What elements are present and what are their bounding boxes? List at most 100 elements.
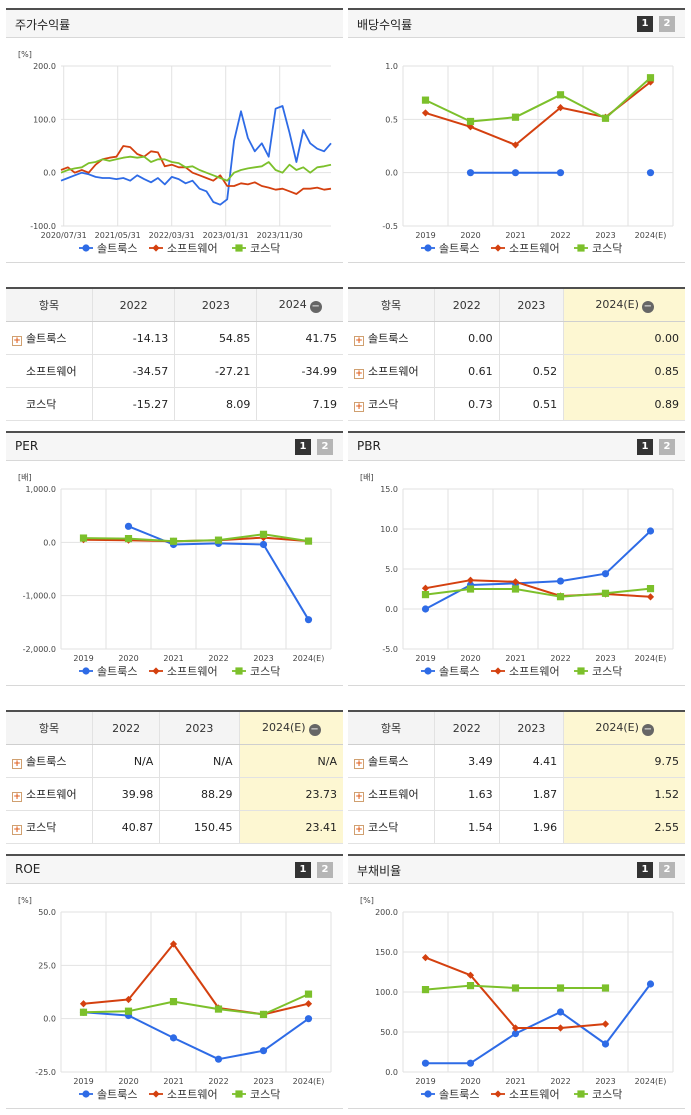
x-tick-label: 2023 [595, 231, 615, 240]
series-line [425, 579, 651, 598]
panel-header: 배당수익률 1 2 [348, 8, 685, 38]
period-button-2[interactable]: 2 [317, 862, 333, 878]
column-header-label: 항목 [38, 299, 60, 312]
expand-plus-icon[interactable]: + [354, 825, 364, 835]
column-header: 항목 [348, 710, 435, 745]
value-cell: 1.54 [434, 810, 500, 844]
data-point [556, 1024, 565, 1032]
value-cell: 1.63 [434, 777, 500, 811]
legend-label: 소프트웨어 [167, 1088, 218, 1101]
period-button-1[interactable]: 1 [637, 16, 653, 32]
unit-label: [%] [18, 896, 32, 905]
column-header: 항목 [6, 710, 93, 745]
legend-marker [424, 1090, 432, 1098]
roe-panel: ROE 1 2 50.0 25.0 0.0 -25.0 [%] 2019 2020 2021 2… [6, 854, 343, 1109]
table-row: 코스닥 -15.27 8.09 7.19 [6, 387, 343, 421]
value-cell: 0.73 [434, 387, 500, 421]
data-point [79, 1000, 88, 1008]
period-button-2[interactable]: 2 [659, 862, 675, 878]
period-button-1[interactable]: 1 [295, 439, 311, 455]
table-row: + 코스닥 1.54 1.96 2.55 [348, 810, 685, 844]
column-header-label: 2023 [517, 298, 546, 312]
chart-svg: 15.0 10.0 5.0 0.0 -5.0 [배] 2019 2020 2021 2022 202… [360, 473, 674, 678]
data-point [421, 584, 430, 592]
series-line [425, 956, 606, 1029]
value-cell: -15.27 [92, 387, 176, 421]
value-cell: -34.99 [256, 354, 343, 388]
data-point [556, 104, 565, 112]
row-name-label: 솔트룩스 [368, 755, 409, 768]
data-point [169, 940, 178, 948]
data-point [259, 1047, 268, 1055]
expand-plus-icon[interactable]: + [354, 336, 364, 346]
legend-marker [577, 667, 585, 675]
table-row: + 솔트룩스 3.49 4.41 9.75 [348, 744, 685, 778]
period-button-1[interactable]: 1 [295, 862, 311, 878]
x-tick-label: 2019 [73, 654, 93, 663]
legend-marker [82, 1090, 90, 1098]
per-panel: PER 1 2 1,000.0 0.0 -1,000.0 -2,000.0 [배] 201… [6, 431, 343, 686]
x-tick-label: 2023 [253, 654, 273, 663]
expand-plus-icon[interactable]: + [354, 792, 364, 802]
period-button-1[interactable]: 1 [637, 439, 653, 455]
period-button-2[interactable]: 2 [659, 16, 675, 32]
value-cell: 1.52 [563, 777, 685, 811]
legend-label: 소프트웨어 [167, 665, 218, 678]
x-tick-label: 2023/01/31 [203, 231, 249, 240]
value-cell: 1.96 [499, 810, 565, 844]
series-line [60, 145, 332, 195]
legend-marker [494, 667, 502, 675]
collapse-icon[interactable]: − [641, 723, 654, 736]
data-point [214, 1005, 223, 1013]
per-table: 항목 2022 2023 2024(E) − + 솔트룩스 N/A N/A N/A + 소프트웨어 39… [6, 710, 343, 844]
period-button-1[interactable]: 1 [637, 862, 653, 878]
row-name-cell: + 코스닥 [348, 810, 435, 844]
collapse-icon[interactable]: − [309, 300, 322, 313]
value-cell: 23.41 [239, 810, 343, 844]
data-point [556, 577, 565, 585]
table-header-row: 항목 2022 2023 2024(E) − [348, 287, 685, 322]
period-button-2[interactable]: 2 [317, 439, 333, 455]
table-header-row: 항목 2022 2023 2024− [6, 287, 343, 322]
x-tick-label: 2024(E) [293, 1077, 325, 1086]
column-header-label: 2024 [278, 297, 307, 311]
legend-label: 솔트룩스 [439, 242, 479, 255]
y-tick-label: -100.0 [30, 222, 56, 231]
expand-plus-icon[interactable]: + [354, 402, 364, 412]
column-header-label: 2024(E) [595, 297, 639, 311]
data-point [79, 534, 88, 542]
value-cell: 7.19 [256, 387, 343, 421]
data-point [466, 585, 475, 593]
expand-plus-icon[interactable]: + [12, 825, 22, 835]
x-tick-label: 2022 [208, 654, 228, 663]
period-button-2[interactable]: 2 [659, 439, 675, 455]
column-header-label: 2022 [452, 298, 481, 312]
expand-plus-icon[interactable]: + [12, 792, 22, 802]
expand-plus-icon[interactable]: + [12, 759, 22, 769]
column-header-label: 2023 [517, 721, 546, 735]
series-line [425, 983, 652, 1065]
collapse-icon[interactable]: − [308, 723, 321, 736]
expand-plus-icon[interactable]: + [354, 759, 364, 769]
y-tick-label: 0.0 [43, 169, 56, 178]
column-header: 2022 [92, 287, 176, 322]
expand-plus-icon[interactable]: + [12, 336, 22, 346]
data-point [556, 984, 565, 992]
collapse-icon[interactable]: − [641, 300, 654, 313]
row-name-cell: + 코스닥 [6, 810, 93, 844]
y-tick-label: 100.0 [375, 988, 398, 997]
value-cell: 4.41 [499, 744, 565, 778]
chart-svg: 1,000.0 0.0 -1,000.0 -2,000.0 [배] 2019 2020 202… [18, 473, 332, 678]
series-line [60, 155, 332, 182]
data-point [646, 980, 655, 988]
column-header: 2023 [499, 710, 565, 745]
value-cell: N/A [159, 744, 240, 778]
value-cell: 0.89 [563, 387, 685, 421]
legend-marker [152, 244, 160, 252]
y-tick-label: -5.0 [382, 645, 398, 654]
column-header-label: 항목 [380, 722, 402, 735]
table-row: + 코스닥 40.87 150.45 23.41 [6, 810, 343, 844]
row-name-cell: + 코스닥 [348, 387, 435, 421]
expand-plus-icon[interactable]: + [354, 369, 364, 379]
y-tick-label: 1.0 [385, 62, 398, 71]
